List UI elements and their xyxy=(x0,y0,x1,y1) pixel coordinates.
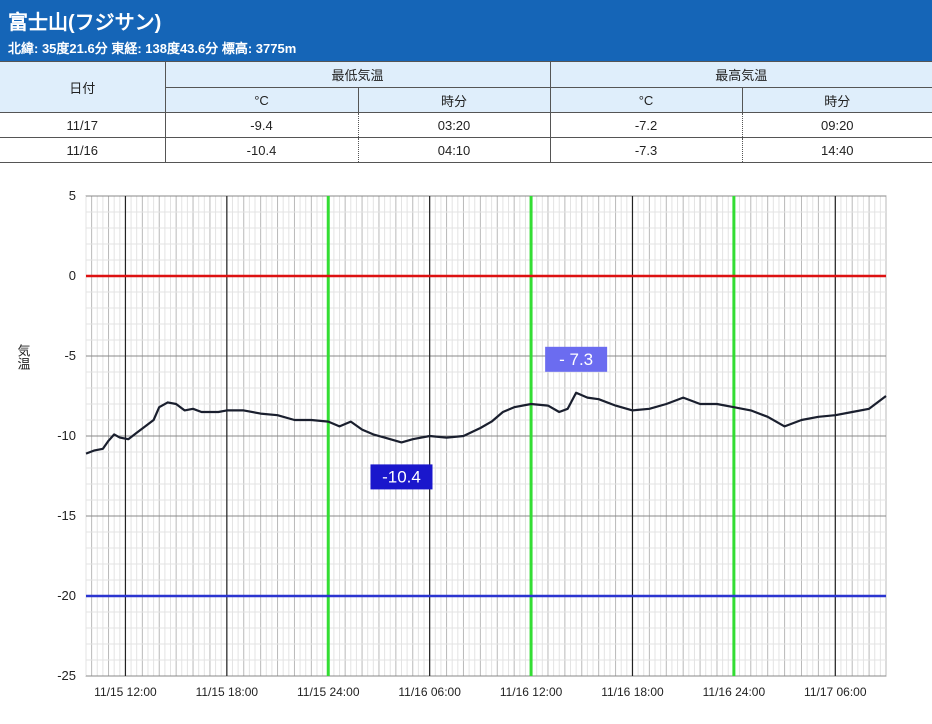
table-row: 11/17 -9.4 03:20 -7.2 09:20 xyxy=(0,112,932,138)
row-min-time: 03:20 xyxy=(357,112,551,138)
y-tick-label: -5 xyxy=(64,348,76,363)
station-coordinates: 北緯: 35度21.6分 東経: 138度43.6分 標高: 3775m xyxy=(8,41,297,56)
y-tick-label: -25 xyxy=(57,668,76,683)
header-max-time: 時分 xyxy=(741,87,932,113)
x-tick-label: 11/16 18:00 xyxy=(601,685,664,699)
header-min-unit: °C xyxy=(164,87,359,113)
min-temp-annotation: -10.4 xyxy=(370,464,433,490)
annotation-text: - 7.3 xyxy=(559,350,593,369)
y-tick-label: -20 xyxy=(57,588,76,603)
x-tick-label: 11/16 12:00 xyxy=(500,685,563,699)
x-tick-label: 11/17 06:00 xyxy=(804,685,867,699)
row-max-time: 14:40 xyxy=(741,137,932,163)
x-tick-label: 11/15 12:00 xyxy=(94,685,157,699)
station-title: 富士山(フジサン) xyxy=(8,12,162,34)
y-tick-label: -15 xyxy=(57,508,76,523)
x-tick-label: 11/15 18:00 xyxy=(196,685,259,699)
y-axis-label: 気温 xyxy=(16,343,31,370)
header-min-time: 時分 xyxy=(357,87,551,113)
row-min-c: -10.4 xyxy=(164,137,359,163)
row-date: 11/16 xyxy=(0,137,166,163)
temperature-chart: 5 0 -5 -10 -15 -20 -25 気温 11/15 12:00 11/15 18:00… xyxy=(16,188,887,699)
row-date: 11/17 xyxy=(0,112,166,138)
x-tick-label: 11/15 24:00 xyxy=(297,685,360,699)
row-max-c: -7.2 xyxy=(549,112,743,138)
annotation-text: -10.4 xyxy=(382,467,421,486)
row-min-c: -9.4 xyxy=(164,112,359,138)
station-header: 富士山(フジサン) 北緯: 35度21.6分 東経: 138度43.6分 標高:… xyxy=(0,0,932,61)
header-max-temp: 最高気温 xyxy=(549,61,932,88)
y-tick-label: 0 xyxy=(69,268,76,283)
x-tick-label: 11/16 06:00 xyxy=(398,685,461,699)
temperature-summary-table: 日付 最低気温 最高気温 °C 時分 °C 時分 11/17 -9.4 03:2… xyxy=(0,61,932,163)
header-date: 日付 xyxy=(0,61,166,113)
temperature-series-line xyxy=(85,391,887,455)
annotation-box xyxy=(370,464,433,490)
row-max-c: -7.3 xyxy=(549,137,743,163)
header-max-unit: °C xyxy=(549,87,743,113)
x-tick-label: 11/16 24:00 xyxy=(703,685,766,699)
header-min-temp: 最低気温 xyxy=(164,61,551,88)
max-temp-annotation: - 7.3 xyxy=(545,346,608,372)
table-row: 11/16 -10.4 04:10 -7.3 14:40 xyxy=(0,137,932,163)
row-max-time: 09:20 xyxy=(741,112,932,138)
row-min-time: 04:10 xyxy=(357,137,551,163)
y-tick-label: -10 xyxy=(57,428,76,443)
annotation-box xyxy=(545,346,608,372)
y-tick-label: 5 xyxy=(69,188,76,203)
